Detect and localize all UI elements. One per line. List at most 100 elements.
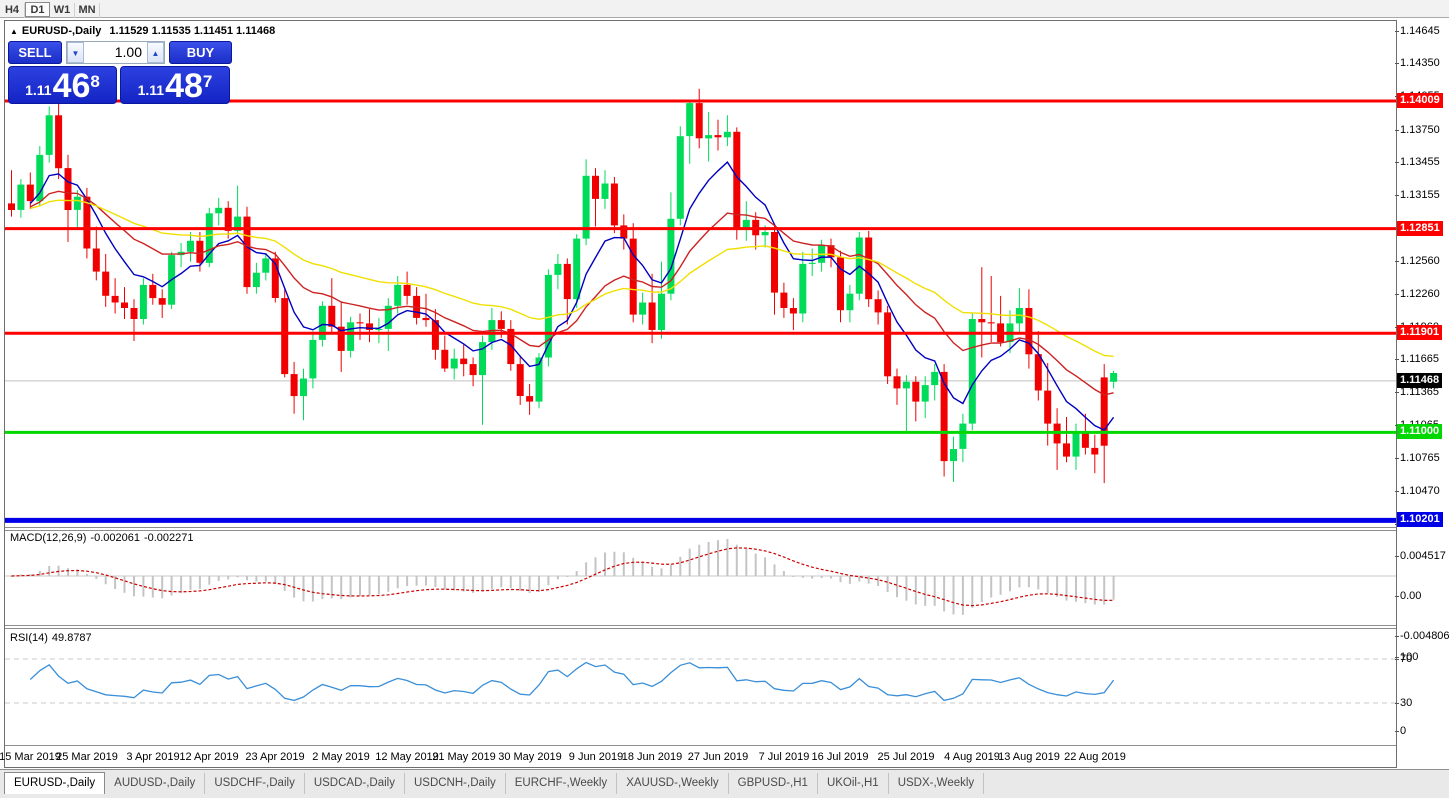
level-price-label: 1.12851: [1397, 221, 1443, 236]
buy-button[interactable]: BUY: [169, 41, 232, 64]
ma-fast: [29, 161, 1115, 431]
symbol-name: EURUSD-,Daily: [21, 25, 102, 37]
price-axis-tick: 1.13750: [1395, 124, 1440, 136]
price-axis-tick: 1.12260: [1395, 288, 1440, 300]
date-axis-label: 25 Jul 2019: [877, 751, 935, 763]
date-axis-label: 12 May 2019: [375, 751, 439, 763]
rsi-indicator-label: RSI(14) 49.8787: [10, 632, 96, 644]
sell-button[interactable]: SELL: [8, 41, 62, 64]
rsi-name: RSI(14): [10, 632, 48, 644]
date-axis-label: 16 Jul 2019: [811, 751, 869, 763]
date-axis-label: 3 Apr 2019: [126, 751, 180, 763]
buy-price-sup: 7: [202, 72, 213, 91]
chart-tab[interactable]: USDCNH-,Daily: [405, 773, 506, 794]
buy-price-big: 48: [165, 67, 203, 105]
date-axis-label: 15 Mar 2019: [0, 751, 61, 763]
timeframe-toolbar: H4 D1 W1 MN: [0, 0, 1449, 18]
date-axis-label: 2 May 2019: [312, 751, 370, 763]
rsi-line: [29, 661, 1115, 702]
sell-price-prefix: 1.11: [25, 82, 52, 98]
one-click-trading-panel: SELL ▼ 1.00 ▲ BUY 1.11 46 8 1.11 48 7: [8, 41, 232, 104]
chart-tab[interactable]: USDX-,Weekly: [889, 773, 985, 794]
ma-slow: [30, 199, 1114, 357]
bid-price-label: 1.11468: [1397, 373, 1443, 388]
level-price-label: 1.11000: [1397, 424, 1443, 439]
date-axis-label: 21 May 2019: [432, 751, 496, 763]
candlesticks: [8, 88, 1118, 484]
price-axis-tick: 1.12560: [1395, 255, 1440, 267]
collapse-chart-icon[interactable]: ▲: [10, 27, 18, 36]
price-axis-tick: 1.11365: [1395, 386, 1439, 398]
price-axis-tick: 1.13455: [1395, 156, 1440, 168]
chart-tab[interactable]: EURUSD-,Daily: [4, 772, 106, 794]
level-price-label: 1.11901: [1397, 325, 1443, 340]
macd-axis-tick: 0.004517: [1395, 550, 1446, 562]
chart-tab[interactable]: XAUUSD-,Weekly: [617, 773, 729, 794]
date-axis-label: 23 Apr 2019: [245, 751, 305, 763]
trade-panel-top-row: SELL ▼ 1.00 ▲ BUY: [8, 41, 232, 64]
timeframe-button-w1[interactable]: W1: [50, 3, 75, 18]
date-axis-label: 30 May 2019: [498, 751, 562, 763]
buy-price-prefix: 1.11: [137, 82, 165, 98]
price-axis-tick: 1.10765: [1395, 452, 1440, 464]
rsi-value: 49.8787: [51, 632, 92, 644]
date-axis-label: 25 Mar 2019: [56, 751, 118, 763]
macd-axis-tick: -0.004806: [1395, 630, 1449, 642]
date-axis-label: 7 Jul 2019: [758, 751, 810, 763]
sell-price-big: 46: [52, 67, 91, 105]
rsi-axis-tick: 100: [1394, 651, 1419, 663]
ohlc-quote-line: 1.11529 1.11535 1.11451 1.11468: [109, 25, 276, 37]
rsi-axis-tick: 30: [1394, 697, 1413, 709]
moving-averages: [29, 161, 1115, 431]
ma-mid: [29, 190, 1114, 396]
sell-price-tile[interactable]: 1.11 46 8: [8, 66, 117, 104]
date-axis[interactable]: 15 Mar 2019 25 Mar 2019 3 Apr 2019 12 Apr 2…: [0, 746, 1395, 767]
date-axis-label: 13 Aug 2019: [998, 751, 1060, 763]
macd-signal-value: -0.002271: [143, 532, 194, 544]
volume-input[interactable]: 1.00: [84, 42, 147, 63]
panel-separators[interactable]: [5, 527, 1396, 746]
rsi-axis-tick: 0: [1394, 725, 1407, 737]
chart-tab[interactable]: EURCHF-,Weekly: [506, 773, 618, 794]
sell-price-sup: 8: [90, 72, 100, 91]
macd-signal-line: [11, 547, 1114, 607]
chart-tab[interactable]: USDCAD-,Daily: [305, 773, 405, 794]
rsi-axis-tick: 70: [1394, 653, 1413, 665]
price-axis-tick: 1.11665: [1395, 353, 1439, 365]
chart-tab[interactable]: UKOil-,H1: [818, 773, 889, 794]
chart-window[interactable]: [4, 20, 1397, 768]
macd-axis-tick: 0.00: [1394, 590, 1422, 602]
date-axis-label: 9 Jun 2019: [568, 751, 624, 763]
macd-indicator-label: MACD(12,26,9) -0.002061 -0.002271: [10, 532, 198, 544]
price-axis[interactable]: 1.146451.143501.140551.137501.134551.131…: [1394, 20, 1449, 768]
volume-decrease-icon[interactable]: ▼: [67, 42, 84, 63]
chart-tab[interactable]: USDCHF-,Daily: [205, 773, 305, 794]
macd-main-value: -0.002061: [90, 532, 140, 544]
timeframe-button-h4[interactable]: H4: [0, 3, 25, 18]
date-axis-label: 22 Aug 2019: [1064, 751, 1126, 763]
level-price-label: 1.10201: [1397, 512, 1443, 527]
price-axis-tick: 1.14350: [1395, 57, 1440, 69]
volume-increase-icon[interactable]: ▲: [147, 42, 164, 63]
volume-stepper: ▼ 1.00 ▲: [66, 41, 165, 64]
price-axis-tick: 1.14645: [1395, 25, 1440, 37]
trade-panel-price-row: 1.11 46 8 1.11 48 7: [8, 66, 232, 104]
price-axis-tick: 1.10470: [1395, 485, 1440, 497]
symbol-quote-header: ▲ EURUSD-,Daily 1.11529 1.11535 1.11451 1.…: [10, 25, 275, 37]
level-price-label: 1.14009: [1397, 93, 1443, 108]
date-axis-label: 27 Jun 2019: [687, 751, 749, 763]
price-chart-canvas[interactable]: [5, 21, 1396, 767]
macd-histogram: [10, 539, 1115, 615]
macd-name: MACD(12,26,9): [10, 532, 87, 544]
timeframe-button-mn[interactable]: MN: [75, 3, 100, 18]
date-axis-label: 18 Jun 2019: [621, 751, 683, 763]
chart-tab[interactable]: GBPUSD-,H1: [729, 773, 818, 794]
chart-tab[interactable]: AUDUSD-,Daily: [105, 773, 206, 794]
timeframe-button-d1[interactable]: D1: [25, 2, 50, 17]
date-axis-label: 12 Apr 2019: [179, 751, 239, 763]
date-axis-label: 4 Aug 2019: [944, 751, 1000, 763]
chart-tab-bar: EURUSD-,Daily AUDUSD-,Daily USDCHF-,Daily U…: [0, 769, 1449, 798]
buy-price-tile[interactable]: 1.11 48 7: [120, 66, 230, 104]
price-axis-tick: 1.13155: [1395, 189, 1440, 201]
horizontal-level-lines[interactable]: [5, 99, 1396, 523]
